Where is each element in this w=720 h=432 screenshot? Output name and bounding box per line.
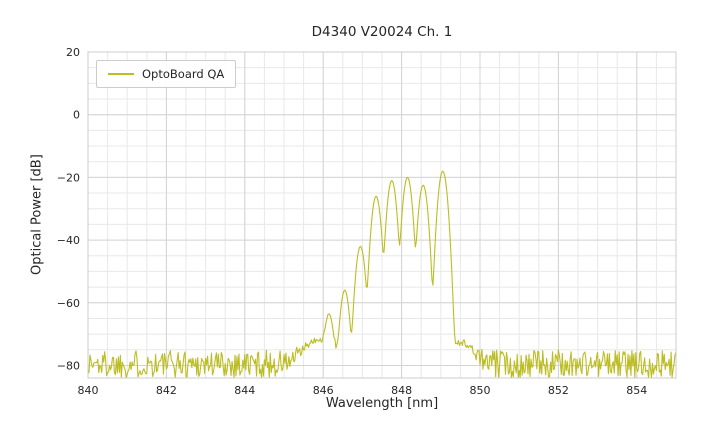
chart-title: D4340 V20024 Ch. 1 bbox=[311, 24, 453, 40]
x-tick-label: 840 bbox=[78, 384, 99, 397]
y-tick-label: −20 bbox=[57, 171, 80, 184]
x-tick-label: 848 bbox=[391, 384, 412, 397]
x-axis-label: Wavelength [nm] bbox=[325, 396, 439, 411]
y-tick-label: −40 bbox=[57, 234, 80, 247]
legend-label: OptoBoard QA bbox=[142, 67, 225, 81]
spectrum-trace bbox=[87, 170, 677, 379]
legend-line-swatch bbox=[108, 73, 134, 75]
axes-spines bbox=[87, 51, 677, 379]
x-tick-label: 850 bbox=[470, 384, 491, 397]
x-tick-label: 844 bbox=[234, 384, 255, 397]
y-tick-label: 20 bbox=[66, 46, 80, 59]
y-tick-label: −60 bbox=[57, 297, 80, 310]
x-tick-label: 842 bbox=[156, 384, 177, 397]
x-tick-label: 854 bbox=[626, 384, 647, 397]
y-axis-label: Optical Power [dB] bbox=[29, 154, 45, 276]
x-tick-label: 846 bbox=[313, 384, 334, 397]
x-tick-label: 852 bbox=[548, 384, 569, 397]
y-tick-label: −80 bbox=[57, 359, 80, 372]
y-tick-label: 0 bbox=[73, 109, 80, 122]
legend: OptoBoard QA bbox=[96, 60, 237, 88]
